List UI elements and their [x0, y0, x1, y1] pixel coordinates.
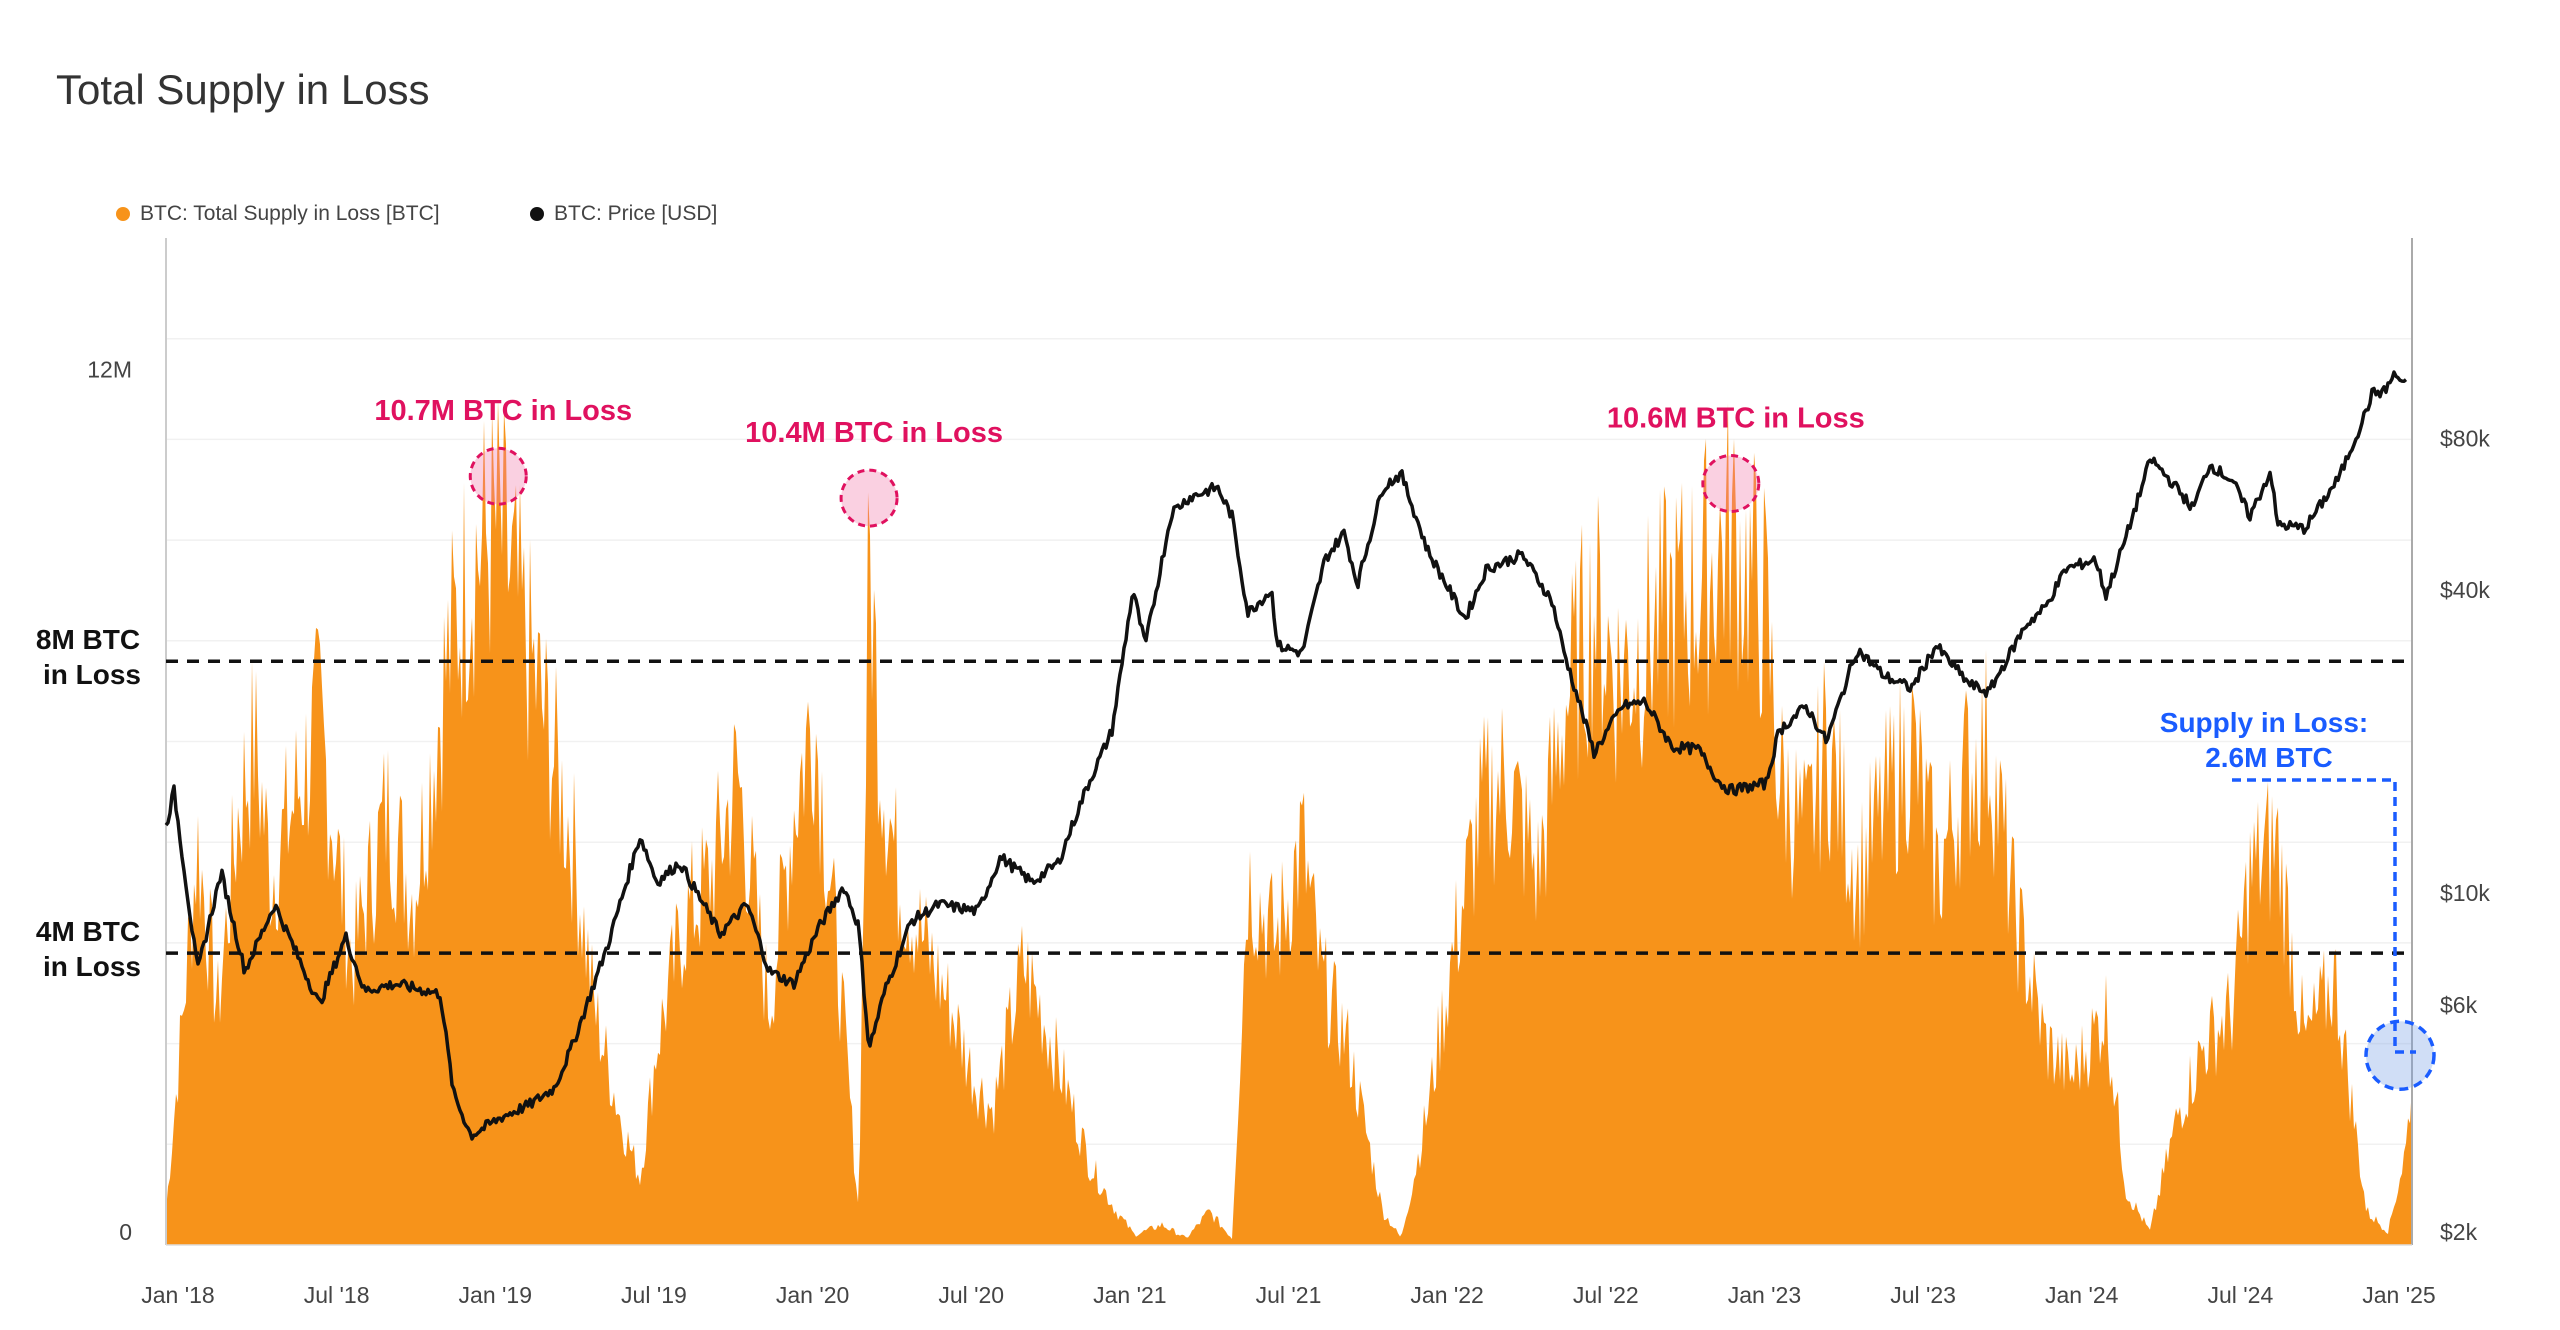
- supply-area-layer: [166, 400, 2412, 1246]
- x-tick-label: Jan '21: [1093, 1282, 1166, 1308]
- peak-marker-1: [468, 446, 528, 506]
- reference-label-1: 8M BTC: [36, 624, 140, 655]
- legend-price-label: BTC: Price [USD]: [554, 202, 718, 225]
- peak-label-3: 10.6M BTC in Loss: [1607, 403, 1865, 435]
- legend-price-dot: [530, 207, 544, 221]
- x-tick-label: Jan '24: [2045, 1282, 2119, 1308]
- current-marker: [2364, 1019, 2436, 1092]
- reference-sublabel-1: in Loss: [43, 659, 141, 690]
- x-tick-label: Jan '20: [776, 1282, 849, 1308]
- left-tick-label: 12M: [87, 356, 132, 382]
- left-axis-ticks: 0 12M: [87, 356, 132, 1245]
- x-tick-label: Jan '25: [2362, 1282, 2435, 1308]
- reference-lines: 8M BTC in Loss 4M BTC in Loss: [36, 624, 2412, 982]
- x-tick-label: Jul '24: [2207, 1282, 2273, 1308]
- x-tick-label: Jul '20: [938, 1282, 1004, 1308]
- peak-marker-3: [1701, 454, 1761, 514]
- right-tick-label: $10k: [2440, 880, 2490, 906]
- x-tick-label: Jul '23: [1890, 1282, 1956, 1308]
- x-axis-ticks: Jan '18 Jul '18 Jan '19 Jul '19 Jan '20 Jul '…: [141, 1282, 2435, 1308]
- price-line: [164, 370, 2408, 1141]
- x-tick-label: Jul '18: [304, 1282, 370, 1308]
- peak-label-2: 10.4M BTC in Loss: [745, 417, 1003, 449]
- right-tick-label: $6k: [2440, 992, 2478, 1018]
- peak-label-1: 10.7M BTC in Loss: [374, 395, 632, 427]
- right-tick-label: $40k: [2440, 577, 2490, 603]
- right-axis-ticks: $2k $6k $10k $40k $80k: [2440, 425, 2490, 1245]
- callout-line-1: Supply in Loss:: [2160, 707, 2368, 738]
- right-tick-label: $80k: [2440, 425, 2490, 451]
- x-tick-label: Jul '21: [1256, 1282, 1322, 1308]
- legend-supply-label: BTC: Total Supply in Loss [BTC]: [140, 202, 440, 225]
- callout-bracket: [2232, 778, 2416, 1054]
- supply-area: [166, 400, 2412, 1246]
- price-line-layer: [164, 370, 2408, 1141]
- legend-supply[interactable]: BTC: Total Supply in Loss [BTC]: [116, 202, 440, 226]
- x-tick-label: Jan '22: [1410, 1282, 1483, 1308]
- legend-supply-dot: [116, 207, 130, 221]
- x-tick-label: Jul '22: [1573, 1282, 1639, 1308]
- x-tick-label: Jan '19: [459, 1282, 532, 1308]
- peak-marker-2: [839, 468, 899, 528]
- plot-frame: [165, 238, 2413, 1246]
- x-tick-label: Jan '18: [141, 1282, 214, 1308]
- annotations: 10.7M BTC in Loss 10.4M BTC in Loss 10.6M …: [374, 395, 2436, 1092]
- reference-label-2: 4M BTC: [36, 916, 140, 947]
- right-tick-label: $2k: [2440, 1219, 2478, 1245]
- x-tick-label: Jan '23: [1728, 1282, 1801, 1308]
- legend-price[interactable]: BTC: Price [USD]: [530, 202, 717, 226]
- callout-line-2: 2.6M BTC: [2205, 742, 2333, 773]
- chart-title: Total Supply in Loss: [56, 66, 430, 113]
- x-tick-label: Jul '19: [621, 1282, 687, 1308]
- left-tick-label: 0: [119, 1219, 132, 1245]
- reference-sublabel-2: in Loss: [43, 951, 141, 982]
